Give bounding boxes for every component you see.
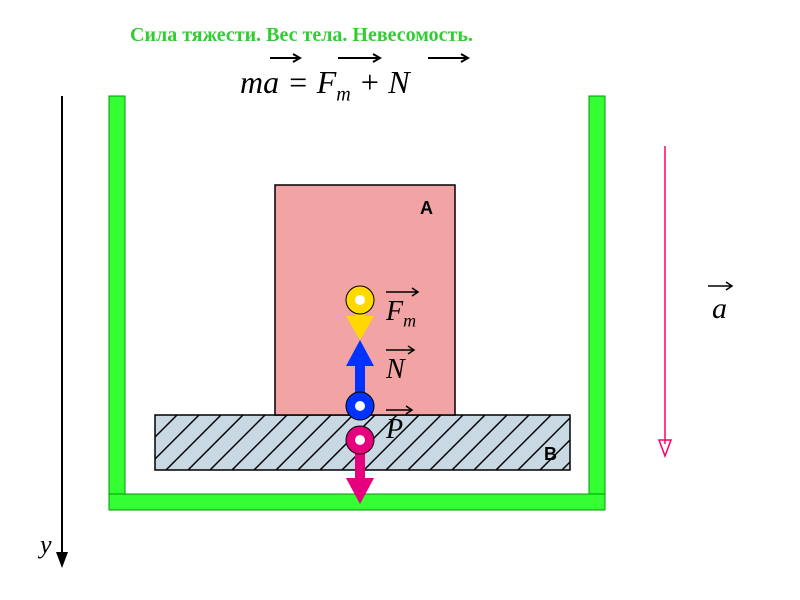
eq-eq: = [279,64,317,100]
eq-N: N [388,64,409,100]
block-a-label: A [420,198,433,219]
eq-Fm: m [336,83,350,105]
equation: ma = Fm + N [240,64,410,106]
y-axis-label: y [40,530,52,560]
a-label-arrow [708,282,732,290]
a-arrow [659,146,671,456]
equation-arrows [270,54,468,62]
eq-plus: + [351,64,389,100]
force-p-label: P [386,414,403,446]
page-title: Сила тяжести. Вес тела. Невесомость. [130,24,473,47]
y-axis [56,96,68,568]
block-b [100,415,661,470]
force-n-label: N [386,354,405,386]
block-b-label: B [544,444,557,465]
eq-ma: ma [240,64,279,100]
force-f-label: Fm [386,296,416,332]
eq-F: F [317,64,337,100]
a-arrow-label: a [712,292,727,326]
